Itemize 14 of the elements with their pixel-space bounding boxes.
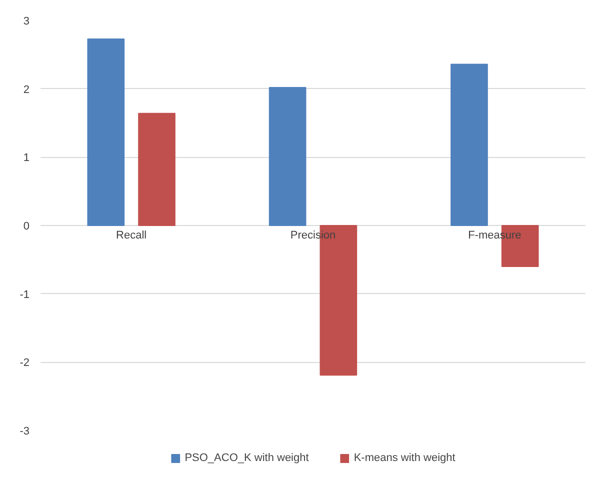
bar — [87, 38, 125, 226]
y-tick-label: 2 — [23, 84, 30, 96]
bar — [450, 64, 488, 226]
x-tick-label: Recall — [116, 230, 147, 242]
bar — [138, 112, 176, 226]
y-tick-label: 1 — [23, 152, 30, 164]
legend-label: PSO_ACO_K with weight — [184, 452, 309, 464]
y-tick-label: -2 — [20, 357, 30, 370]
y-tick-label: 3 — [23, 16, 30, 28]
legend-label: K-means with weight — [354, 452, 456, 464]
y-tick-label: 0 — [23, 220, 30, 232]
y-tick-label: -1 — [20, 288, 30, 301]
bar — [268, 86, 306, 226]
y-tick-label: -3 — [20, 426, 30, 438]
